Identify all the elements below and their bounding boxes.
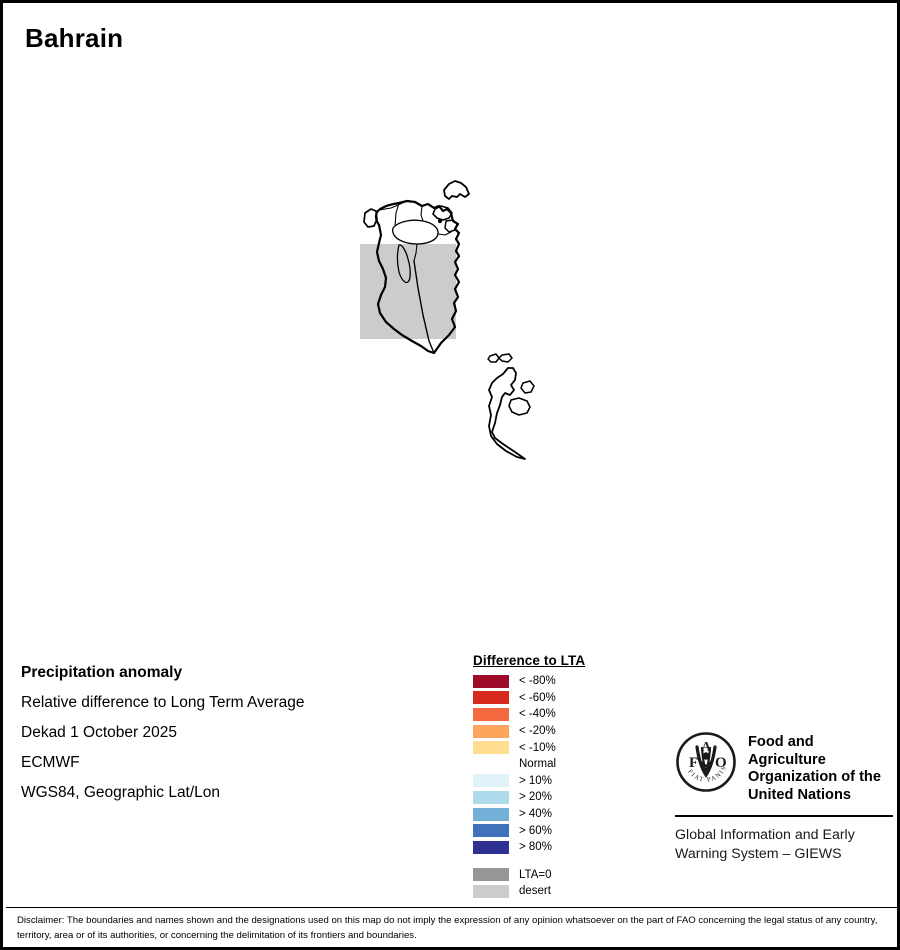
info-line-title: Precipitation anomaly (21, 664, 183, 681)
giews-line-2: Warning System – GIEWS (675, 846, 842, 862)
legend-swatch-icon (473, 707, 509, 721)
fao-divider (675, 815, 893, 817)
legend-swatch-icon (473, 824, 509, 838)
legend-item-desert[interactable]: desert (473, 883, 643, 900)
legend-item-label: > 80% (519, 841, 552, 854)
admin-boundary-north-e (413, 243, 418, 262)
admin-boundary-north-b (420, 205, 424, 222)
admin-boundary-north-a (394, 202, 400, 227)
giews-system-name: Global Information and Early Warning Sys… (675, 826, 893, 864)
legend-item[interactable]: < -10% (473, 739, 643, 756)
legend-item[interactable]: < -20% (473, 723, 643, 740)
legend-item[interactable]: < -40% (473, 706, 643, 723)
legend-swatch-icon (473, 868, 509, 882)
fao-name-line-2: Organization of the (748, 769, 881, 785)
legend-item[interactable]: > 80% (473, 839, 643, 856)
legend-item[interactable]: > 60% (473, 822, 643, 839)
main-island-lagoon (391, 219, 439, 245)
northeast-islet (443, 180, 470, 200)
giews-line-1: Global Information and Early (675, 827, 855, 843)
legend-swatch-icon (473, 741, 509, 755)
legend-item-label: < -40% (519, 708, 556, 721)
legend-item-label: < -60% (519, 691, 556, 704)
legend-item[interactable]: > 10% (473, 773, 643, 790)
fao-name-line-3: United Nations (748, 786, 851, 803)
legend-swatch-icon (473, 691, 509, 705)
legend-item-label: > 10% (519, 774, 552, 787)
legend-item[interactable]: > 20% (473, 789, 643, 806)
hawar-islet-west (487, 353, 500, 363)
legend-title: Difference to LTA (473, 653, 586, 668)
info-line-subtitle: Relative difference to Long Term Average (21, 694, 305, 711)
east-islet (444, 219, 458, 233)
disclaimer-divider (6, 907, 897, 908)
map-canvas[interactable] (3, 63, 897, 643)
legend-swatch-icon (473, 774, 509, 788)
map-legend: Difference to LTA < -80% < -60% < -40% <… (473, 653, 643, 900)
legend-swatch-icon (473, 790, 509, 804)
legend-item-label: > 40% (519, 808, 552, 821)
svg-text:A: A (702, 739, 712, 754)
page-title: Bahrain (25, 23, 124, 53)
legend-swatch-icon (473, 840, 509, 854)
legend-item[interactable]: < -80% (473, 673, 643, 690)
legend-item-label: < -80% (519, 675, 556, 688)
legend-item[interactable]: > 40% (473, 806, 643, 823)
map-info-block: Precipitation anomaly Relative differenc… (21, 658, 441, 808)
hawar-secondary-island (508, 397, 531, 416)
fao-logo-icon: F A O FIAT PANIS (675, 731, 737, 793)
legend-swatch-icon (473, 757, 509, 771)
hawar-islet-east (498, 353, 513, 363)
muharraq-island (432, 205, 453, 221)
fao-organization-name: Food and Agriculture Organization of the… (748, 731, 893, 804)
legend-item-label: > 20% (519, 791, 552, 804)
legend-spacer (473, 856, 643, 867)
admin-boundary-north-d (437, 231, 452, 236)
svg-text:F: F (689, 755, 698, 771)
legend-swatch-icon (473, 807, 509, 821)
legend-item-label: Normal (519, 758, 557, 771)
info-line-source: ECMWF (21, 754, 80, 771)
info-line-datum: WGS84, Geographic Lat/Lon (21, 784, 221, 801)
legend-item-label: > 60% (519, 824, 552, 837)
legend-item-lta-zero[interactable]: LTA=0 (473, 867, 643, 884)
legend-swatch-icon (473, 884, 509, 898)
legend-item-label: < -10% (519, 741, 556, 754)
info-line-period: Dekad 1 October 2025 (21, 724, 177, 741)
svg-text:O: O (715, 755, 727, 771)
legend-swatch-icon (473, 724, 509, 738)
legend-item[interactable]: Normal (473, 756, 643, 773)
tiny-islet-dot (437, 218, 443, 224)
admin-boundary-central-spine (413, 260, 435, 354)
inner-elongated-feature (396, 244, 411, 284)
legend-swatch-icon (473, 674, 509, 688)
hawar-small-island (520, 380, 535, 394)
disclaimer-text: Disclaimer: The boundaries and names sho… (17, 915, 878, 941)
legend-item[interactable]: < -60% (473, 690, 643, 707)
northwest-islet (363, 208, 378, 228)
legend-item-label: desert (519, 885, 551, 898)
hawar-main-island (488, 367, 526, 460)
admin-boundary-north-c (378, 200, 408, 211)
legend-item-label: LTA=0 (519, 868, 552, 881)
fao-branding-block: F A O FIAT PANIS Food and Agriculture Or… (675, 731, 893, 864)
legend-item-label: < -20% (519, 725, 556, 738)
fao-name-line-1: Food and Agriculture (748, 734, 826, 768)
